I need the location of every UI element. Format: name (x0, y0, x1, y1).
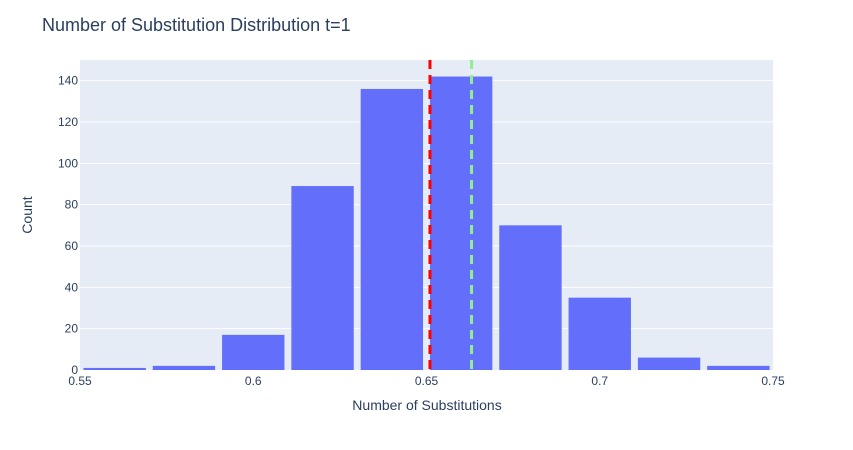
x-axis-label: Number of Substitutions (352, 397, 501, 413)
x-tick-label: 0.7 (591, 374, 608, 388)
x-tick-label: 0.55 (68, 374, 92, 388)
y-tick-label: 40 (65, 280, 79, 294)
x-tick-label: 0.75 (761, 374, 785, 388)
y-tick-label: 0 (71, 363, 78, 377)
histogram-bar[interactable] (499, 225, 562, 370)
histogram-bar[interactable] (707, 365, 770, 370)
x-tick-label: 0.65 (415, 374, 439, 388)
plot-area (80, 60, 773, 370)
y-tick-label: 60 (65, 239, 79, 253)
y-tick-label: 80 (65, 198, 79, 212)
y-axis-label: Count (19, 196, 35, 233)
reference-lines (428, 60, 474, 370)
y-tick-label: 140 (58, 74, 78, 88)
y-tick-label: 120 (58, 115, 78, 129)
histogram-bar[interactable] (637, 357, 701, 370)
histogram-bar[interactable] (152, 365, 216, 370)
grid-lines (80, 80, 773, 330)
histogram-bar[interactable] (429, 76, 493, 371)
y-axis-ticks: 0 20 40 60 80 100 120 140 (58, 74, 78, 377)
y-tick-label: 100 (58, 156, 78, 170)
y-tick-label: 20 (65, 322, 79, 336)
histogram-bar[interactable] (568, 297, 631, 370)
histogram-bar[interactable] (222, 334, 285, 370)
histogram-bar[interactable] (360, 88, 424, 370)
histogram-bar[interactable] (291, 186, 354, 370)
chart-title: Number of Substitution Distribution t=1 (42, 15, 351, 35)
histogram-bar[interactable] (83, 367, 146, 370)
x-tick-label: 0.6 (245, 374, 262, 388)
bars (83, 76, 770, 371)
x-axis-ticks: 0.55 0.6 0.65 0.7 0.75 (68, 374, 785, 388)
